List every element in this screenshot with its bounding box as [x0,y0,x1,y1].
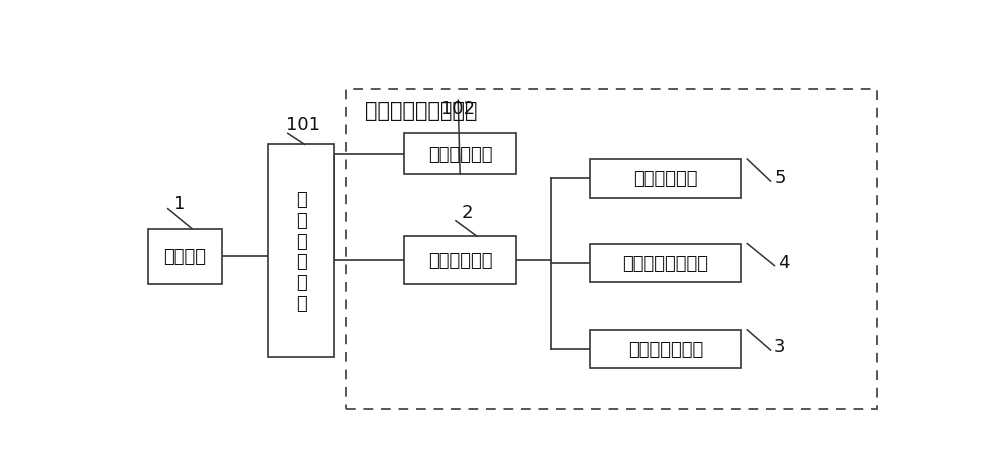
Text: 1: 1 [174,195,185,213]
Text: 4: 4 [778,253,790,271]
Text: 3: 3 [774,337,786,356]
Text: 信
号
传
输
模
块: 信 号 传 输 模 块 [296,190,307,312]
Text: 2: 2 [462,204,473,222]
Text: 信号接收模块: 信号接收模块 [428,251,492,269]
Text: 101: 101 [286,116,320,134]
Text: 102: 102 [441,99,475,118]
Bar [590,244,741,283]
Text: 5: 5 [774,169,786,187]
Text: 无人机飞行系统: 无人机飞行系统 [628,340,703,358]
Bar [590,330,741,369]
Text: 植保无人机调节单元: 植保无人机调节单元 [365,101,478,121]
Bar [404,237,516,284]
Bar [346,90,877,409]
Bar [148,229,222,284]
Text: 喷洒环境检测系统: 喷洒环境检测系统 [623,254,709,272]
Text: 控制终端: 控制终端 [164,248,207,266]
Bar [404,134,516,174]
Text: 信息存储模块: 信息存储模块 [428,145,492,163]
Text: 农药喷洒系统: 农药喷洒系统 [633,170,698,188]
Bar [268,145,334,357]
Bar [590,160,741,198]
